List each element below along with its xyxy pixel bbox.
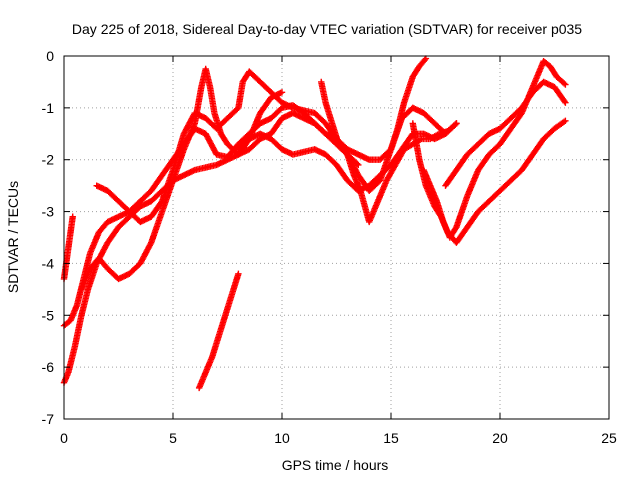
x-tick-label: 10 (274, 430, 290, 446)
x-tick-label: 5 (169, 430, 177, 446)
y-axis-label: SDTVAR / TECUs (5, 181, 21, 293)
data-point (560, 118, 568, 125)
data-layer (60, 55, 569, 392)
series-s11 (195, 270, 242, 392)
data-point (451, 121, 459, 128)
series-s7 (318, 78, 460, 226)
data-point (562, 81, 569, 88)
x-axis-label: GPS time / hours (282, 457, 389, 473)
y-tick-label: -4 (42, 255, 55, 271)
x-tick-label: 25 (601, 430, 617, 446)
data-point (561, 98, 568, 105)
data-point (421, 56, 428, 64)
y-tick-label: -6 (42, 359, 55, 375)
x-tick-label: 15 (383, 430, 399, 446)
y-tick-label: -3 (42, 204, 55, 220)
data-point (453, 120, 460, 127)
grid (64, 56, 609, 419)
axis-ticks (63, 55, 610, 420)
data-point (355, 161, 362, 169)
y-tick-label: -2 (42, 152, 55, 168)
plot-frame (63, 55, 610, 420)
data-point (278, 89, 286, 96)
y-tick-label: -7 (42, 411, 55, 427)
data-point (560, 80, 568, 87)
data-point (353, 160, 361, 167)
data-point (147, 240, 154, 248)
y-tick-label: -5 (42, 307, 55, 323)
y-tick-label: 0 (46, 48, 54, 64)
series-s10 (442, 78, 569, 189)
data-point (562, 99, 569, 106)
series-s1 (60, 55, 430, 386)
x-tick-label: 20 (492, 430, 508, 446)
chart-title: Day 225 of 2018, Sidereal Day-to-day VTE… (72, 21, 582, 37)
data-point (69, 213, 76, 220)
x-tick-label: 0 (60, 430, 68, 446)
data-point (235, 270, 242, 277)
series-s3 (60, 213, 76, 283)
y-tick-label: -1 (42, 100, 55, 116)
data-point (562, 117, 569, 125)
tick-labels: 0 5 10 15 20 25 0 -1 -2 -3 -4 -5 -6 -7 (42, 48, 617, 446)
